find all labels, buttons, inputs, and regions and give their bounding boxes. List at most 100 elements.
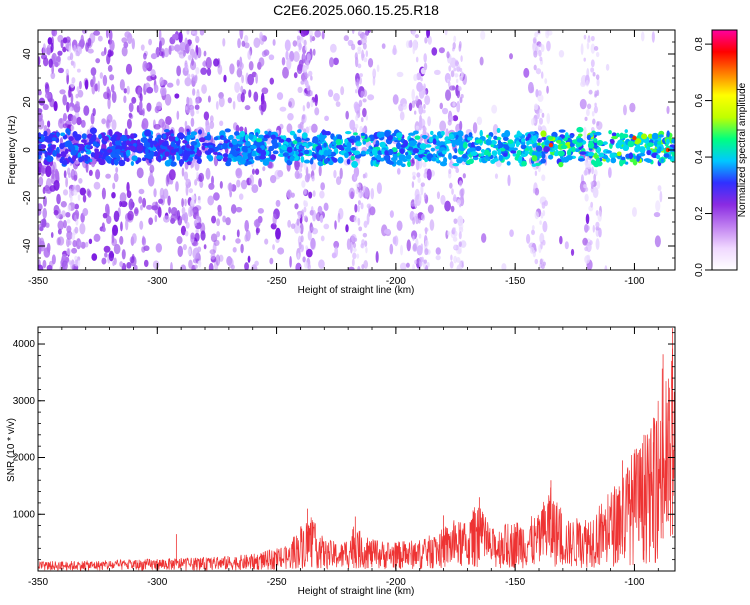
- x-tick-label: -300: [147, 276, 167, 287]
- spectrogram-signal-cell: [611, 135, 618, 140]
- spectrogram-signal-cell: [638, 153, 646, 157]
- spectrogram-signal-cell: [610, 139, 615, 144]
- spectrogram-cell: [534, 211, 539, 220]
- spectrogram-signal-cell: [462, 141, 468, 149]
- spectrogram-cell: [293, 72, 298, 79]
- spectrogram-cell: [230, 204, 237, 214]
- spectrogram-signal-cell: [396, 142, 402, 150]
- spectrogram-cell: [396, 220, 403, 231]
- spectrogram-cell: [108, 250, 115, 262]
- spectrogram-cell: [299, 161, 304, 168]
- spectrogram-cell: [534, 170, 538, 177]
- spectrogram-cell: [592, 224, 596, 233]
- spectrogram-signal-cell: [605, 150, 612, 154]
- spectrogram-cell: [318, 259, 325, 269]
- spectrogram-cell: [184, 43, 190, 54]
- spectrogram-cell: [184, 120, 188, 128]
- spectrogram-cell: [157, 206, 162, 218]
- spectrogram-signal-cell: [598, 152, 605, 158]
- spectrogram-cell: [449, 182, 453, 189]
- spectrogram-signal-cell: [187, 150, 195, 155]
- spectrogram-cell: [423, 90, 427, 95]
- spectrogram-cell: [73, 44, 77, 53]
- spectrogram-cell: [269, 257, 274, 265]
- spectrogram-cell: [213, 192, 220, 201]
- spectrogram-cell: [293, 51, 300, 63]
- spectrogram-cell: [109, 74, 115, 81]
- spectrogram-signal-cell: [620, 156, 626, 161]
- spectrogram-signal-cell: [396, 159, 403, 166]
- spectrogram-cell: [329, 43, 337, 53]
- spectrogram-cell: [536, 111, 540, 120]
- spectrogram-signal-cell: [280, 144, 287, 151]
- spectrogram-signal-cell: [456, 130, 464, 138]
- spectrogram-cell: [657, 185, 662, 192]
- spectrogram-cell: [415, 95, 419, 102]
- spectrogram-cell: [433, 69, 441, 76]
- spectrogram-cell: [441, 107, 449, 115]
- spectrogram-signal-cell: [425, 144, 432, 148]
- spectrogram-cell: [412, 175, 416, 180]
- spectrogram-signal-cell: [355, 141, 362, 147]
- spectrogram-signal-cell: [213, 151, 218, 155]
- spectrogram-cell: [182, 244, 187, 251]
- spectrogram-signal-cell: [196, 149, 202, 157]
- spectrogram-signal-cell: [475, 139, 483, 144]
- spectrogram-signal-cell: [164, 160, 171, 167]
- spectrogram-signal-cell: [586, 134, 591, 141]
- spectrogram-cell: [263, 49, 270, 56]
- spectrogram-cell: [228, 257, 234, 269]
- spectrogram-signal-cell: [244, 134, 249, 142]
- spectrogram-x-label: Height of straight line (km): [298, 285, 415, 296]
- spectrogram-cell: [314, 107, 320, 116]
- y-tick-label: 2000: [13, 453, 36, 464]
- spectrogram-cell: [585, 79, 589, 87]
- spectrogram-signal-cell: [84, 154, 89, 162]
- colorbar-tick-label: 0.0: [694, 263, 705, 277]
- spectrogram-cell: [139, 204, 143, 211]
- spectrogram-cell: [541, 174, 546, 182]
- spectrogram-cell: [82, 208, 89, 216]
- spectrogram-signal-cell: [646, 149, 652, 156]
- spectrogram-cell: [62, 123, 69, 129]
- spectrogram-cell: [161, 121, 166, 131]
- spectrogram-cell: [450, 70, 455, 78]
- spectrogram-signal-cell: [261, 137, 268, 142]
- spectrogram-cell: [591, 110, 595, 117]
- spectrogram-cell: [629, 102, 636, 113]
- spectrogram-cell: [364, 240, 368, 247]
- spectrogram-cell: [189, 209, 194, 217]
- spectrogram-signal-cell: [337, 134, 343, 141]
- spectrogram-cell: [357, 204, 360, 213]
- spectrogram-signal-cell: [59, 143, 65, 150]
- spectrogram-cell: [44, 92, 52, 99]
- spectrogram-cell: [41, 218, 47, 228]
- spectrogram-cell: [92, 107, 96, 117]
- spectrogram-signal-cell: [186, 135, 190, 142]
- spectrogram-cell: [239, 30, 244, 38]
- spectrogram-signal-cell: [222, 153, 229, 158]
- spectrogram-cell: [362, 98, 367, 103]
- spectrogram-cell: [585, 213, 590, 225]
- spectrogram-signal-cell: [278, 138, 285, 143]
- spectrogram-cell: [436, 191, 441, 200]
- spectrogram-cell: [46, 264, 53, 270]
- spectrogram-signal-cell: [609, 152, 617, 159]
- spectrogram-cell: [159, 37, 165, 46]
- spectrogram-cell: [307, 230, 312, 241]
- spectrogram-signal-cell: [663, 153, 670, 158]
- spectrogram-cell: [623, 104, 627, 116]
- spectrogram-cell: [537, 90, 542, 97]
- spectrogram-cell: [236, 229, 240, 238]
- spectrogram-signal-cell: [558, 161, 564, 168]
- spectrogram-signal-cell: [616, 151, 622, 157]
- x-tick-label: -100: [624, 577, 644, 588]
- spectrogram-cell: [415, 125, 420, 130]
- spectrogram-cell: [128, 112, 133, 119]
- spectrogram-signal-cell: [624, 161, 629, 165]
- spectrogram-cell: [219, 120, 224, 127]
- spectrogram-signal-cell: [320, 154, 326, 160]
- spectrogram-signal-cell: [350, 155, 355, 161]
- spectrogram-signal-cell: [273, 143, 278, 149]
- spectrogram-cell: [362, 42, 367, 50]
